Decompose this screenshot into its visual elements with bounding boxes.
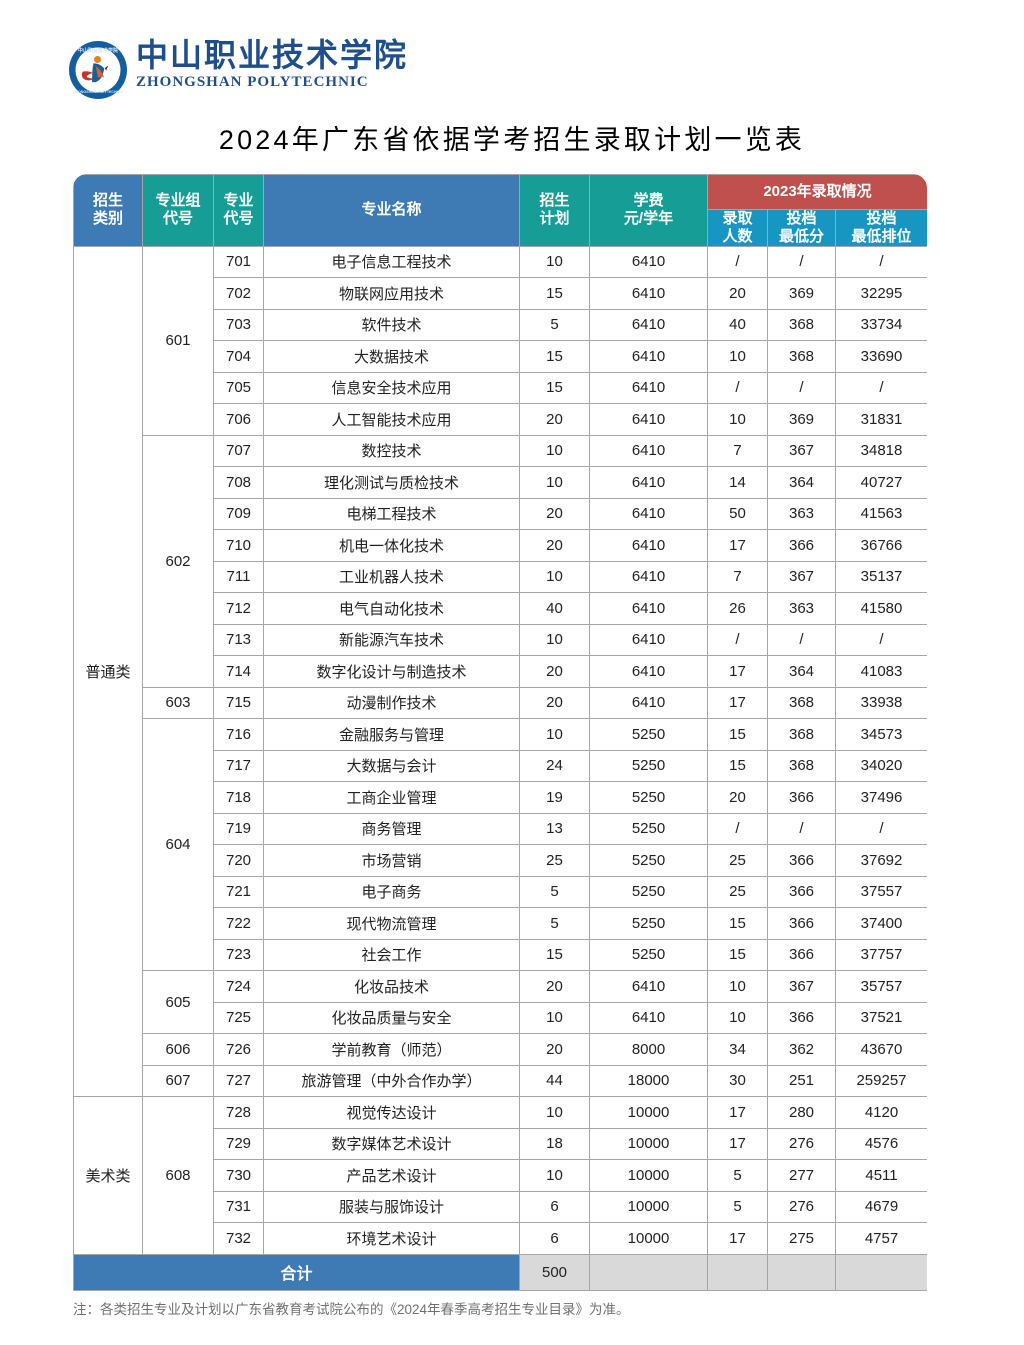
svg-text:中山职业技术学院: 中山职业技术学院 xyxy=(78,47,118,54)
svg-text:ZHONGSHAN POLYTECHNIC: ZHONGSHAN POLYTECHNIC xyxy=(73,90,123,94)
